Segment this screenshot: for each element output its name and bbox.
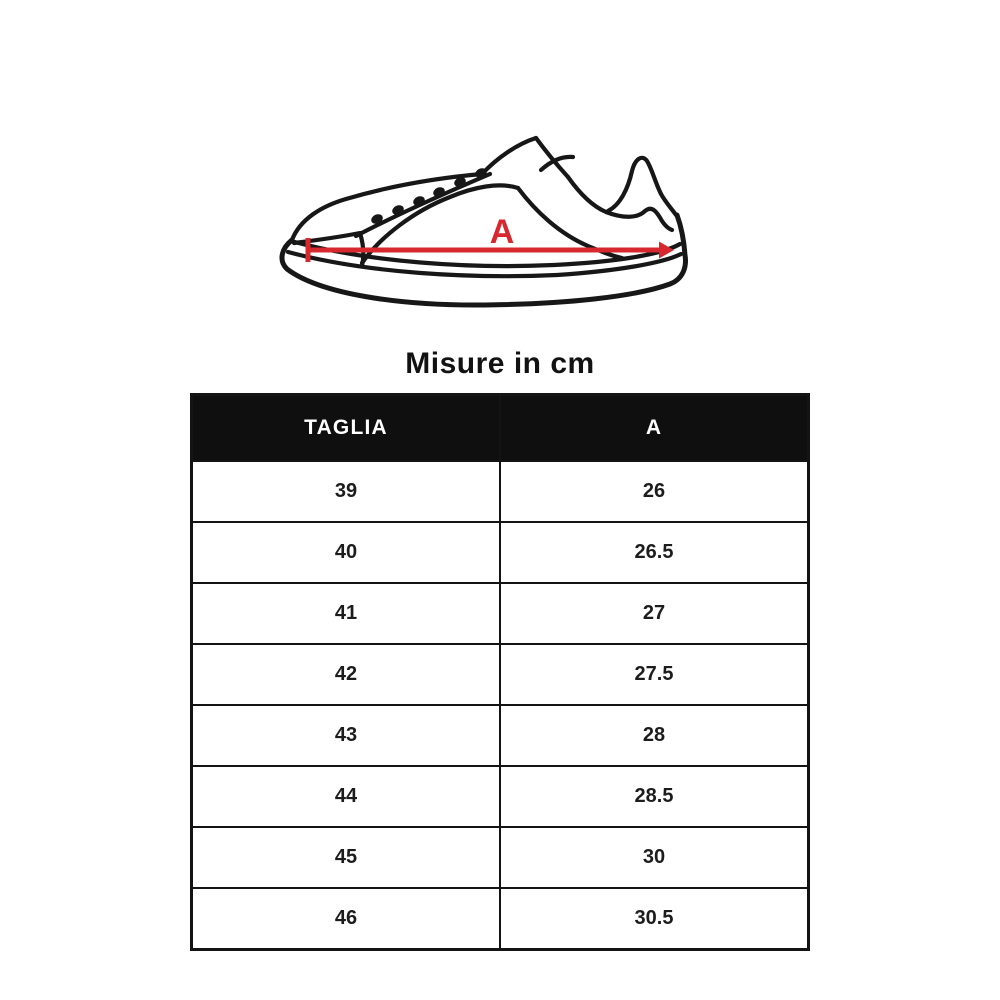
measure-cell: 30.5 [499,887,810,951]
size-cell: 46 [190,887,501,951]
header-cell-a: A [499,393,810,462]
collar-topline [565,174,675,233]
table-row: 43 28 [190,704,810,767]
table-row: 41 27 [190,582,810,645]
measurement-label-a: A [490,213,515,251]
midsole-seam-line [285,249,684,279]
upper-silhouette [289,171,485,243]
sneaker-outline-illustration: A [279,135,688,308]
size-cell: 44 [190,765,501,828]
lace-end-stroke [538,154,576,173]
measure-cell: 28 [499,704,810,767]
sneaker-side-view [279,135,688,308]
size-table-body: 39 26 40 26.5 41 27 42 27.5 43 28 44 28.… [190,460,810,951]
measure-cell: 27 [499,582,810,645]
sole-outline [279,212,688,308]
measure-cell: 27.5 [499,643,810,706]
eyelet-dot [433,187,445,197]
table-row: 46 30.5 [190,887,810,951]
table-row: 39 26 [190,460,810,523]
tongue-left-edge [479,135,539,177]
measure-cell: 26 [499,460,810,523]
eyelets [371,168,487,224]
eyelet-dot [413,196,425,206]
eyelet-dot [454,177,466,187]
quarter-panel-curve [515,185,625,261]
size-cell: 43 [190,704,501,767]
size-cell: 39 [190,460,501,523]
header-row: TAGLIA A [190,393,810,462]
eyelet-dot [371,214,383,224]
heel-tab [605,155,679,218]
eyelet-dot [392,205,404,215]
size-table-header: TAGLIA A [190,393,810,462]
table-row: 45 30 [190,826,810,889]
measure-cell: 28.5 [499,765,810,828]
sole-top-line [288,238,683,269]
header-cell-taglia: TAGLIA [190,393,501,462]
size-cell: 42 [190,643,501,706]
measurement-arrow: A [305,213,674,262]
measure-cell: 26.5 [499,521,810,584]
arrowhead-icon [659,241,674,259]
size-cell: 45 [190,826,501,889]
table-row: 40 26.5 [190,521,810,584]
eyelet-dot [475,168,487,178]
shoe-measurement-diagram: A [278,110,724,332]
measure-cell: 30 [499,826,810,889]
tongue-right-edge [533,135,571,180]
size-cell: 40 [190,521,501,584]
vamp-seam [359,183,521,266]
page-title: Misure in cm [405,347,595,380]
table-row: 42 27.5 [190,643,810,706]
size-table: TAGLIA A 39 26 40 26.5 41 27 42 27.5 43 [190,393,810,951]
table-row: 44 28.5 [190,765,810,828]
size-cell: 41 [190,582,501,645]
